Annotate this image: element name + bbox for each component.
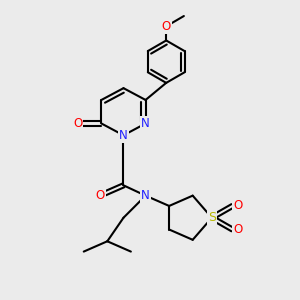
Text: O: O bbox=[73, 117, 83, 130]
Text: N: N bbox=[141, 189, 150, 202]
Text: S: S bbox=[208, 211, 216, 224]
Text: O: O bbox=[95, 189, 105, 202]
Text: N: N bbox=[141, 117, 150, 130]
Text: O: O bbox=[233, 223, 242, 236]
Text: O: O bbox=[233, 200, 242, 212]
Text: N: N bbox=[119, 129, 128, 142]
Text: O: O bbox=[162, 20, 171, 33]
